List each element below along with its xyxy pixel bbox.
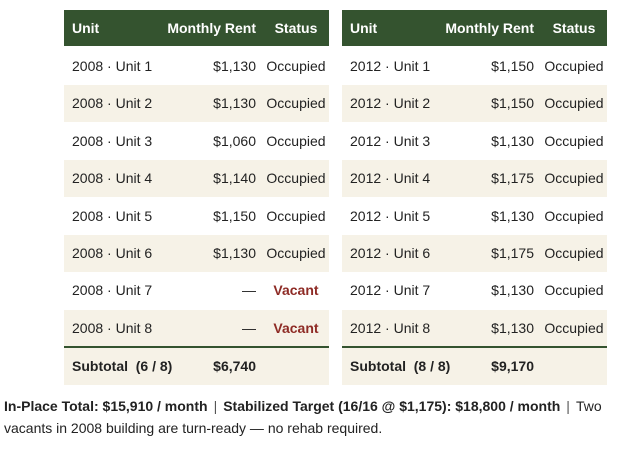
unit-row: 2012 · Unit 3 $1,130 Occupied	[342, 123, 607, 160]
rent: $1,150	[213, 207, 256, 224]
status: Occupied	[544, 319, 604, 336]
header-cell: Unit	[72, 20, 100, 36]
unit: 2008 · Unit 3	[72, 132, 153, 149]
unit-row: 2012 · Unit 8 $1,130 Occupied	[342, 309, 607, 347]
header-cell: Unit	[350, 20, 378, 36]
unit: 2008 · Unit 7	[72, 282, 153, 299]
unit-row: 2012 · Unit 7 $1,130 Occupied	[342, 272, 607, 309]
unit: 2012 · Unit 6	[350, 245, 431, 261]
status: Occupied	[544, 132, 604, 149]
status: Occupied	[266, 58, 326, 74]
rent: $1,130	[491, 207, 534, 224]
unit: 2012 · Unit 8	[350, 319, 431, 336]
unit-row: 2008 · Unit 1 $1,130 Occupied	[64, 48, 329, 85]
subtotal-total: $6,740	[213, 358, 256, 375]
in-place-total: In-Place Total: $15,910 / month	[4, 398, 208, 414]
rent: —	[242, 319, 256, 336]
unit-row: 2008 · Unit 7 — Vacant	[64, 272, 329, 309]
status: Occupied	[266, 207, 326, 224]
rent: $1,150	[491, 95, 534, 112]
rent: $1,140	[213, 170, 256, 187]
note: Two vacants in 2008 building are turn-re…	[4, 398, 602, 436]
separator: |	[213, 398, 218, 414]
unit-row: 2012 · Unit 6 $1,175 Occupied	[342, 235, 607, 272]
subtotal-row: Subtotal (6 / 8) $6,740	[64, 346, 329, 386]
unit: 2012 · Unit 5	[350, 207, 431, 224]
unit: 2012 · Unit 4	[350, 170, 431, 187]
subtotal-label: Subtotal (8 / 8)	[350, 358, 451, 375]
unit-row: 2008 · Unit 6 $1,130 Occupied	[64, 235, 329, 272]
unit-row: 2012 · Unit 2 $1,150 Occupied	[342, 85, 607, 123]
status: Occupied	[544, 58, 604, 74]
rent: —	[242, 282, 256, 299]
unit: 2008 · Unit 8	[72, 319, 153, 336]
stabilized-target: Stabilized Target (16/16 @ $1,175): $18,…	[223, 398, 561, 414]
rent: $1,150	[491, 58, 534, 74]
rent: $1,130	[491, 319, 534, 336]
rent: $1,130	[491, 132, 534, 149]
unit: 2008 · Unit 5	[72, 207, 153, 224]
subtotal-label: Subtotal (6 / 8)	[72, 358, 173, 375]
status: Occupied	[266, 170, 326, 187]
unit: 2012 · Unit 2	[350, 95, 431, 112]
status: Occupied	[266, 245, 326, 261]
rent: $1,130	[213, 95, 256, 112]
unit: 2012 · Unit 1	[350, 58, 431, 74]
status: Occupied	[266, 95, 326, 112]
unit: 2012 · Unit 7	[350, 282, 431, 299]
header-cell: Monthly Rent	[167, 20, 256, 36]
header-cell: Status	[552, 20, 596, 36]
unit-row: 2008 · Unit 5 $1,150 Occupied	[64, 198, 329, 235]
unit-row: 2008 · Unit 8 — Vacant	[64, 309, 329, 347]
status: Occupied	[266, 132, 326, 149]
status: Occupied	[544, 95, 604, 112]
subtotal-row: Subtotal (8 / 8) $9,170	[342, 346, 607, 386]
footer: In-Place Total: $15,910 / month | Stabiliz…	[4, 395, 634, 439]
status: Occupied	[544, 245, 604, 261]
status: Occupied	[544, 170, 604, 187]
unit: 2008 · Unit 6	[72, 245, 153, 261]
status: Vacant	[273, 282, 319, 299]
unit-row: 2008 · Unit 2 $1,130 Occupied	[64, 85, 329, 123]
rent: $1,130	[213, 58, 256, 74]
header-cell: Status	[274, 20, 318, 36]
unit: 2012 · Unit 3	[350, 132, 431, 149]
separator: |	[566, 398, 570, 414]
rent: $1,060	[213, 132, 256, 149]
rent: $1,175	[491, 170, 534, 187]
header-row: Unit Monthly Rent Status	[342, 10, 607, 46]
rent: $1,175	[491, 245, 534, 261]
header-row: Unit Monthly Rent Status	[64, 10, 329, 46]
header-cell: Monthly Rent	[445, 20, 534, 36]
subtotal-total: $9,170	[491, 358, 534, 375]
status: Occupied	[544, 207, 604, 224]
rent: $1,130	[213, 245, 256, 261]
unit-row: 2012 · Unit 1 $1,150 Occupied	[342, 48, 607, 85]
unit-row: 2008 · Unit 3 $1,060 Occupied	[64, 123, 329, 160]
status: Vacant	[273, 319, 319, 336]
unit: 2008 · Unit 4	[72, 170, 153, 187]
unit: 2008 · Unit 2	[72, 95, 153, 112]
unit-row: 2008 · Unit 4 $1,140 Occupied	[64, 160, 329, 198]
status: Occupied	[544, 282, 604, 299]
unit-row: 2012 · Unit 4 $1,175 Occupied	[342, 160, 607, 198]
rent: $1,130	[491, 282, 534, 299]
unit: 2008 · Unit 1	[72, 58, 153, 74]
unit-row: 2012 · Unit 5 $1,130 Occupied	[342, 198, 607, 235]
